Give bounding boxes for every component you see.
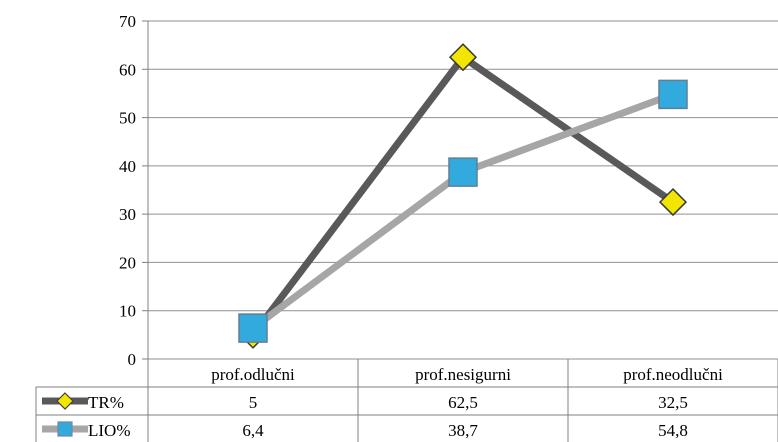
category-label: prof.odlučni [211,365,295,384]
y-tick-label: 20 [119,253,136,272]
series-lines [250,53,675,337]
data-label: 38,7 [448,421,478,440]
data-point-square [658,79,688,110]
y-tick-label: 50 [119,109,136,128]
y-tick-label: 70 [119,12,136,31]
data-label: 32,5 [658,393,688,412]
legend-label: TR% [88,393,124,412]
category-label: prof.neodlučni [623,365,723,384]
series-line [250,91,675,331]
y-tick-label: 0 [128,350,137,369]
legend-key-diamond [56,392,74,410]
y-axis-ticks: 0 10 20 30 40 50 60 70 [119,12,136,369]
legend-label: LIO% [88,421,130,440]
series-line [250,53,675,337]
y-tick-label: 10 [119,302,136,321]
legend-key-square [57,421,73,437]
gridlines [142,20,778,360]
data-label: 5 [249,393,258,412]
data-point-square [448,157,478,187]
y-tick-label: 30 [119,205,136,224]
data-point-diamond [448,43,478,72]
data-label: 54,8 [658,421,688,440]
y-tick-label: 60 [119,60,136,79]
y-tick-label: 40 [119,157,136,176]
data-table: prof.odlučni prof.nesigurni prof.neodlučni… [35,359,778,442]
category-label: prof.nesigurni [415,365,511,384]
data-point-square [238,313,268,343]
data-label: 62,5 [448,393,478,412]
series-markers [238,43,688,349]
data-label: 6,4 [242,421,264,440]
data-point-diamond [658,188,688,217]
